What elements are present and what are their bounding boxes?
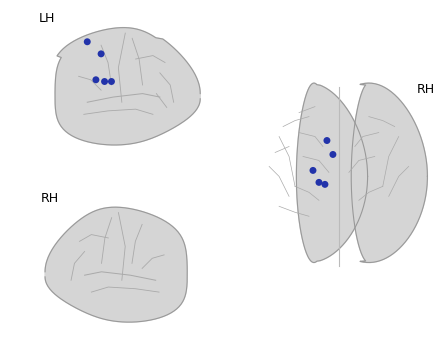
Polygon shape [45,207,187,322]
Polygon shape [55,28,200,145]
Polygon shape [296,83,368,262]
Point [315,180,323,185]
Point [97,51,105,57]
Point [329,152,336,157]
Text: LH: LH [39,12,55,26]
Point [309,167,316,173]
Point [101,78,108,84]
Polygon shape [351,83,427,262]
Point [322,181,329,187]
Text: RH: RH [41,192,59,205]
Text: RH: RH [416,83,435,96]
Point [108,78,115,84]
Point [323,138,330,143]
Point [84,39,91,45]
Point [92,77,99,83]
